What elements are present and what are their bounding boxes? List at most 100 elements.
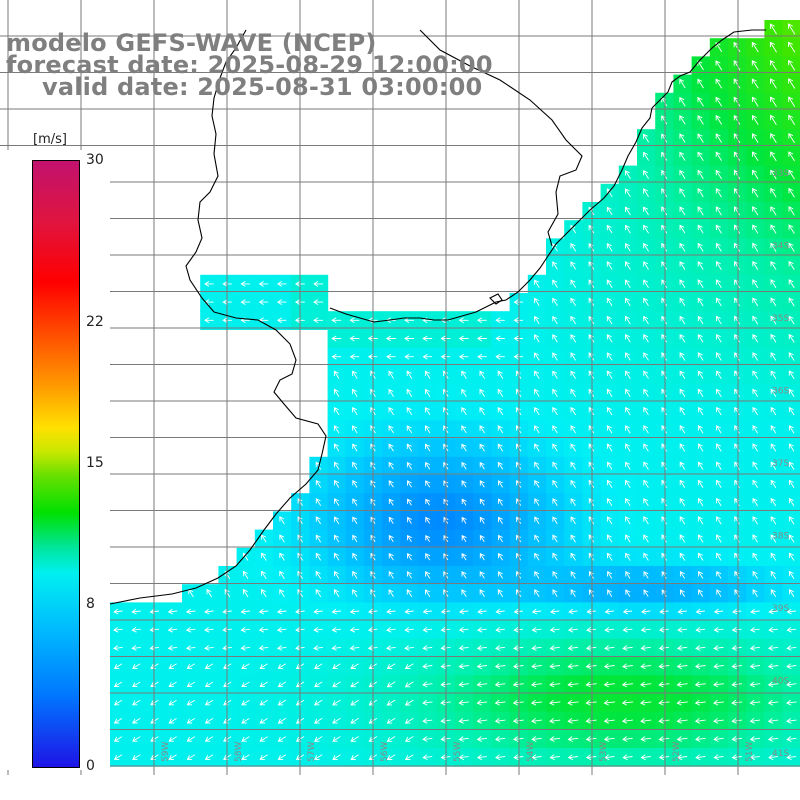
wind-arrow	[331, 645, 342, 651]
wind-arrow	[332, 663, 341, 669]
wind-arrow	[331, 353, 341, 360]
wind-arrow	[534, 406, 540, 416]
wind-arrow	[697, 151, 704, 161]
wind-arrow	[694, 681, 706, 688]
wind-arrow	[552, 589, 558, 597]
wind-arrow	[788, 23, 796, 35]
wind-arrow	[769, 23, 777, 35]
wind-arrow	[731, 645, 742, 651]
wind-cell	[782, 238, 800, 258]
wind-arrow	[476, 645, 487, 651]
wind-arrow	[643, 133, 650, 143]
wind-arrow	[767, 717, 779, 724]
wind-arrow	[570, 552, 576, 561]
wind-arrow	[404, 754, 414, 760]
wind-arrow	[752, 169, 759, 180]
wind-speed-field	[109, 20, 800, 767]
lon-label: 51W	[745, 742, 755, 762]
lon-label: 57W	[307, 742, 317, 762]
wind-arrow	[643, 516, 649, 525]
wind-arrow	[734, 224, 741, 234]
wind-arrow	[386, 717, 396, 724]
lon-label: 55W	[453, 742, 463, 762]
wind-arrow	[534, 425, 540, 434]
coastline-east	[329, 107, 653, 323]
wind-arrow	[352, 370, 358, 379]
wind-arrow	[567, 699, 579, 706]
wind-arrow	[734, 297, 740, 307]
wind-arrow	[624, 206, 631, 216]
wind-arrow	[406, 461, 412, 470]
wind-arrow	[131, 626, 141, 633]
wind-arrow	[204, 718, 214, 724]
wind-arrow	[494, 736, 506, 742]
wind-arrow	[643, 388, 649, 398]
wind-arrow	[606, 388, 613, 398]
wind-arrow	[604, 645, 615, 651]
wind-arrow	[132, 736, 141, 742]
wind-arrow	[625, 297, 631, 307]
wind-arrow	[113, 736, 123, 742]
wind-arrow	[770, 352, 777, 361]
wind-arrow	[404, 699, 414, 706]
wind-arrow	[333, 388, 340, 398]
wind-arrow	[352, 570, 358, 579]
wind-cell	[782, 129, 800, 148]
wind-arrow	[477, 626, 487, 633]
wind-arrow	[679, 552, 686, 561]
wind-arrow	[404, 608, 414, 615]
wind-arrow	[679, 497, 686, 507]
wind-arrow	[767, 663, 779, 670]
wind-arrow	[752, 279, 759, 289]
wind-arrow	[552, 534, 558, 543]
wind-arrow	[350, 717, 359, 724]
wind-arrow	[770, 479, 777, 489]
wind-arrow	[422, 717, 433, 724]
wind-arrow	[425, 552, 431, 561]
wind-arrow	[697, 297, 704, 307]
wind-arrow	[770, 297, 777, 307]
wind-arrow	[168, 754, 177, 760]
wind-arrow	[676, 699, 688, 706]
wind-arrow	[713, 754, 724, 761]
wind-arrow	[476, 736, 488, 742]
wind-arrow	[679, 370, 686, 379]
wind-arrow	[716, 425, 722, 434]
wind-arrow	[314, 663, 323, 669]
wind-arrow	[404, 317, 414, 324]
wind-arrow	[752, 589, 758, 598]
wind-arrow	[715, 114, 723, 125]
wind-arrow	[752, 333, 759, 343]
wind-arrow	[388, 425, 394, 434]
wind-arrow	[352, 461, 358, 470]
wind-arrow	[277, 699, 287, 706]
wind-arrow	[240, 626, 251, 633]
wind-arrow	[422, 608, 432, 615]
wind-arrow	[697, 96, 704, 107]
wind-arrow	[570, 498, 576, 507]
wind-arrow	[331, 608, 342, 615]
wind-arrow	[349, 317, 360, 324]
wind-arrow	[697, 333, 704, 343]
lat-label: 33S	[772, 169, 789, 179]
wind-arrow	[679, 78, 686, 89]
wind-arrow	[770, 425, 777, 434]
wind-arrow	[549, 645, 560, 651]
wind-arrow	[476, 699, 488, 706]
wind-arrow	[697, 516, 704, 525]
wind-arrow	[350, 663, 359, 669]
wind-arrow	[331, 335, 342, 342]
wind-arrow	[697, 352, 704, 361]
wind-arrow	[770, 78, 777, 89]
wind-arrow	[788, 187, 795, 198]
wind-arrow	[606, 261, 613, 270]
wind-arrow	[494, 699, 506, 706]
wind-arrow	[733, 133, 741, 143]
wind-arrow	[679, 516, 686, 525]
wind-arrow	[679, 261, 686, 270]
wind-arrow	[570, 352, 576, 361]
wind-arrow	[697, 60, 704, 71]
wind-arrow	[334, 552, 340, 561]
wind-arrow	[732, 608, 742, 615]
wind-arrow	[458, 681, 469, 688]
